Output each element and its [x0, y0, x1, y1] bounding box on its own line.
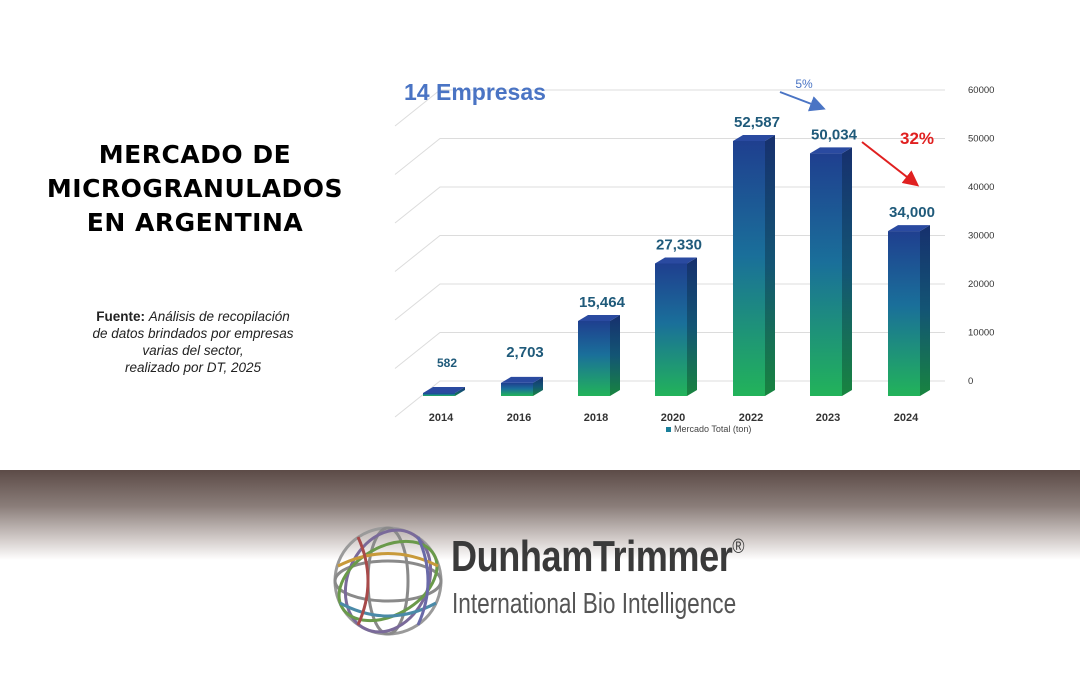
- bar: [655, 257, 697, 396]
- source-note: Fuente: Análisis de recopilación de dato…: [48, 308, 338, 376]
- bar: [888, 225, 930, 396]
- data-label: 34,000: [889, 204, 935, 221]
- y-tick-label: 30000: [968, 231, 994, 242]
- data-label: 582: [437, 356, 457, 370]
- data-label: 2,703: [506, 344, 544, 361]
- bar: [423, 387, 465, 396]
- data-label: 27,330: [656, 236, 702, 253]
- x-tick-label: 2020: [661, 412, 685, 424]
- y-axis-ticks: 60000 50000 40000 30000 20000 10000 0: [968, 85, 994, 387]
- y-tick-label: 10000: [968, 328, 994, 339]
- source-line-2: de datos brindados por empresas: [92, 326, 294, 341]
- y-tick-label: 20000: [968, 279, 994, 290]
- y-tick-label: 40000: [968, 182, 994, 193]
- x-tick-label: 2022: [739, 412, 763, 424]
- footer-band: [0, 470, 1080, 560]
- x-tick-label: 2014: [429, 412, 454, 424]
- source-line-3: varias del sector,: [142, 343, 244, 358]
- dunhamtrimmer-globe-icon: [333, 526, 443, 636]
- gridline: [394, 283, 945, 321]
- source-line-1: Análisis de recopilación: [148, 309, 290, 324]
- y-tick-label: 50000: [968, 134, 994, 145]
- data-labels: 582 2,703 15,464 27,330 52,587 50,034 34,000: [437, 114, 935, 370]
- gridline: [394, 186, 945, 224]
- brand-text: DunhamTrimmer: [451, 532, 733, 581]
- data-label: 50,034: [811, 126, 858, 143]
- gridlines: [394, 89, 945, 418]
- bar: [810, 147, 852, 396]
- bar: [501, 376, 543, 396]
- brand-name: DunhamTrimmer®: [451, 532, 744, 582]
- data-label: 52,587: [734, 114, 780, 131]
- gridline: [394, 235, 945, 272]
- data-label: 15,464: [579, 294, 626, 311]
- title-line-1: MERCADO DE: [98, 140, 292, 169]
- arrow-5pct: [779, 91, 826, 112]
- bar: [733, 134, 775, 396]
- x-tick-label: 2023: [816, 412, 840, 424]
- x-axis-ticks: 2014 2016 2018 2020 2022 2023 2024: [429, 412, 919, 424]
- source-label: Fuente:: [96, 309, 145, 324]
- brand-tagline: International Bio Intelligence: [452, 588, 737, 620]
- chart-title: 14 Empresas: [404, 79, 546, 105]
- registered-mark: ®: [732, 536, 745, 558]
- bar-chart: 60000 50000 40000 30000 20000 10000 0 582 2,703…: [394, 77, 994, 434]
- page-title: MERCADO DE MICROGRANULADOS EN ARGENTINA: [30, 138, 360, 240]
- source-line-4: realizado por DT, 2025: [124, 360, 262, 375]
- x-tick-label: 2016: [507, 412, 531, 424]
- title-line-3: EN ARGENTINA: [86, 208, 304, 237]
- x-tick-label: 2024: [894, 412, 919, 424]
- bars: [423, 134, 930, 396]
- annotation-5pct: 5%: [795, 77, 813, 91]
- legend-swatch: [666, 427, 671, 432]
- y-tick-label: 0: [968, 376, 973, 387]
- legend-label: Mercado Total (ton): [674, 424, 751, 434]
- gridline: [394, 138, 945, 175]
- arrow-32pct: [861, 141, 920, 187]
- bar: [578, 314, 620, 396]
- y-tick-label: 60000: [968, 85, 994, 96]
- annotation-32pct: 32%: [900, 129, 934, 148]
- x-tick-label: 2018: [584, 412, 608, 424]
- title-line-2: MICROGRANULADOS: [46, 174, 344, 203]
- gridline: [394, 380, 945, 418]
- gridline: [394, 332, 945, 369]
- gridline: [394, 89, 945, 127]
